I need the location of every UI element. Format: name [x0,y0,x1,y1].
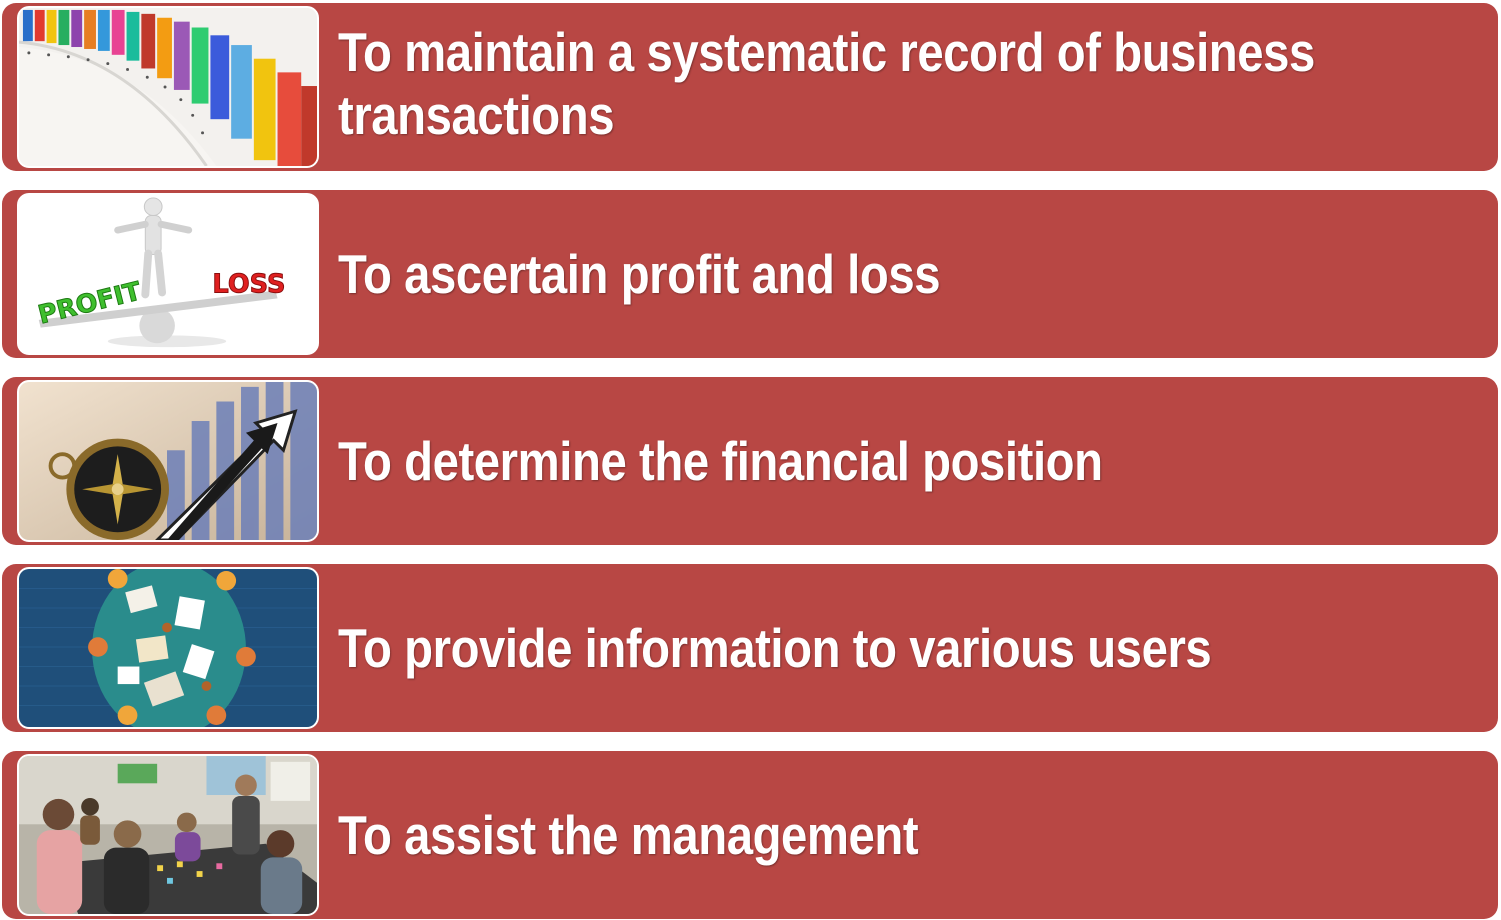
objective-row-2: PROFIT LOSS To ascertain profit and loss [2,190,1498,358]
objective-label: To assist the management [338,803,919,866]
objective-row-4: To provide information to various users [2,564,1498,732]
compass-and-rising-chart-image [17,380,319,542]
objective-row-1: To maintain a systematic record of busin… [2,3,1498,171]
meeting-table-top-view-image [17,567,319,729]
objective-row-3: To determine the financial position [2,377,1498,545]
objective-label: To ascertain profit and loss [338,242,941,305]
colorful-file-folders-image [17,6,319,168]
objective-label: To maintain a systematic record of busin… [338,21,1315,146]
objective-label: To provide information to various users [338,616,1212,679]
objective-label: To determine the financial position [338,429,1103,492]
team-meeting-photo-image [17,754,319,916]
loss-text: LOSS [212,270,285,300]
objective-row-5: To assist the management [2,751,1498,919]
profit-loss-seesaw-image: PROFIT LOSS [17,193,319,355]
